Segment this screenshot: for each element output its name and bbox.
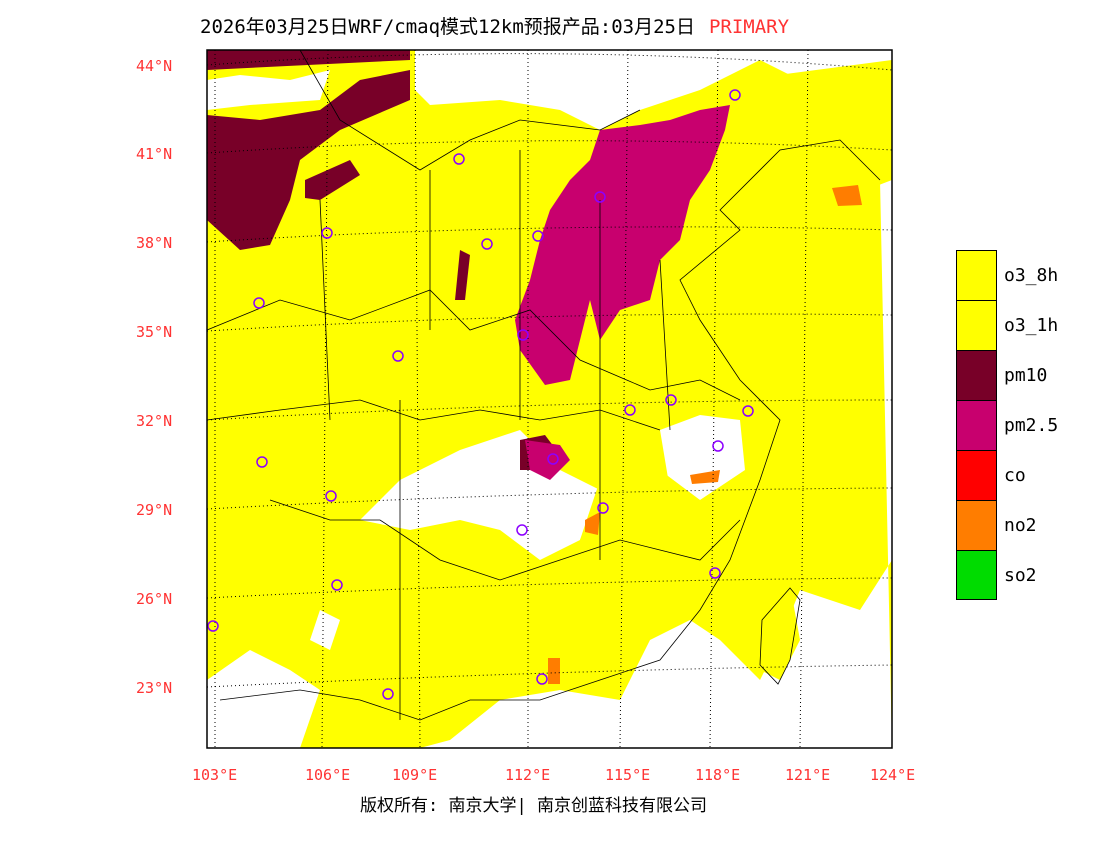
station-marker: [325, 490, 337, 502]
map-title: 2026年03月25日WRF/cmaq模式12km预报产品:03月25日 PRIM…: [200, 12, 789, 39]
legend-swatch: [956, 400, 997, 450]
legend-swatch: [956, 250, 997, 300]
legend-item: pm2.5: [956, 400, 1058, 450]
lat-label: 26°N: [136, 590, 173, 608]
lat-label: 23°N: [136, 679, 173, 697]
station-marker: [547, 453, 559, 465]
legend-item: pm10: [956, 350, 1058, 400]
no2-regions: [548, 185, 862, 684]
lat-label: 35°N: [136, 323, 173, 341]
legend-swatch: [956, 300, 997, 350]
station-marker: [532, 230, 544, 242]
lat-label: 38°N: [136, 234, 173, 252]
province-borders: [206, 49, 881, 721]
station-marker: [207, 620, 219, 632]
station-markers: [207, 89, 754, 700]
graticule: [206, 49, 893, 749]
lat-label: 32°N: [136, 412, 173, 430]
legend-label: so2: [1004, 564, 1037, 586]
station-marker: [536, 673, 548, 685]
legend-swatch: [956, 350, 997, 400]
lat-label: 41°N: [136, 145, 173, 163]
station-marker: [742, 405, 754, 417]
legend-swatch: [956, 500, 997, 550]
station-marker: [665, 394, 677, 406]
station-marker: [481, 238, 493, 250]
station-marker: [331, 579, 343, 591]
map-frame: [206, 49, 893, 749]
station-marker: [709, 567, 721, 579]
legend-label: pm10: [1004, 364, 1048, 386]
station-marker: [321, 227, 333, 239]
station-marker: [594, 191, 606, 203]
lon-label: 115°E: [605, 766, 651, 784]
legend-item: co: [956, 450, 1058, 500]
legend-label: o3_1h: [1004, 314, 1059, 336]
legend-swatch: [956, 450, 997, 500]
station-marker: [453, 153, 465, 165]
station-marker: [256, 456, 268, 468]
station-marker: [516, 524, 528, 536]
lon-label: 124°E: [870, 766, 916, 784]
lon-label: 118°E: [695, 766, 741, 784]
legend-item: o3_8h: [956, 250, 1058, 300]
lon-label: 103°E: [192, 766, 238, 784]
title-tag: PRIMARY: [708, 16, 790, 38]
lon-label: 109°E: [392, 766, 438, 784]
legend-swatch: [956, 550, 997, 600]
lat-label: 44°N: [136, 57, 173, 75]
station-marker: [392, 350, 404, 362]
copyright-footer: 版权所有: 南京大学| 南京创蓝科技有限公司: [360, 796, 707, 816]
legend-item: no2: [956, 500, 1058, 550]
station-marker: [624, 404, 636, 416]
legend-label: no2: [1004, 514, 1037, 536]
title-text: 2026年03月25日WRF/cmaq模式12km预报产品:03月25日: [200, 16, 695, 38]
lon-label: 106°E: [305, 766, 351, 784]
lon-label: 112°E: [505, 766, 551, 784]
legend: o3_8h o3_1h pm10 pm2.5 co no2 so2: [956, 250, 1058, 600]
station-marker: [253, 297, 265, 309]
legend-label: o3_8h: [1004, 264, 1059, 286]
station-marker: [517, 329, 529, 341]
legend-label: co: [1004, 464, 1026, 486]
legend-item: so2: [956, 550, 1058, 600]
station-marker: [729, 89, 741, 101]
lon-label: 121°E: [785, 766, 831, 784]
legend-label: pm2.5: [1004, 414, 1059, 436]
station-marker: [712, 440, 724, 452]
legend-item: o3_1h: [956, 300, 1058, 350]
lat-label: 29°N: [136, 501, 173, 519]
station-marker: [597, 502, 609, 514]
station-marker: [382, 688, 394, 700]
